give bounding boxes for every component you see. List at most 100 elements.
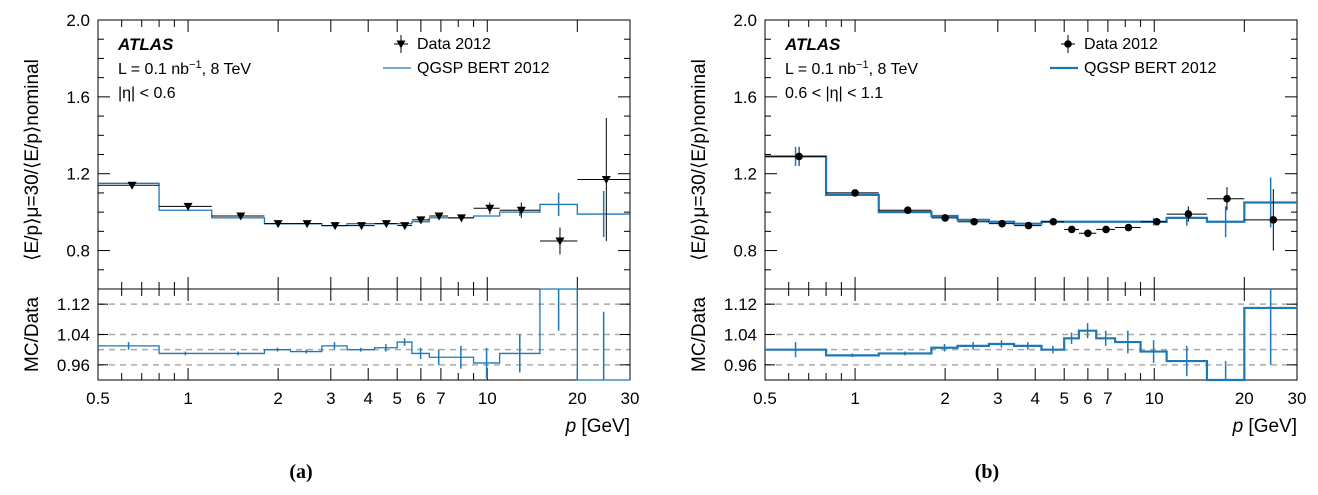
x-tick-label: 7	[1103, 389, 1112, 408]
data-point	[903, 206, 912, 215]
x-tick-label: 10	[1145, 389, 1164, 408]
data-point	[1084, 229, 1092, 238]
x-tick-label: 20	[568, 389, 587, 408]
lumi-value: L = 0.1 nb	[785, 61, 856, 78]
y-axis-label-top: ⟨E/p⟩μ=30/⟨E/p⟩nominal	[22, 59, 43, 261]
y-axis-label-top: ⟨E/p⟩μ=30/⟨E/p⟩nominal	[689, 59, 710, 261]
x-tick-label: 7	[436, 389, 445, 408]
y-tick-label-bottom: 1.04	[57, 326, 90, 345]
data-point	[485, 204, 495, 213]
data-point	[236, 212, 246, 221]
mc-histogram-line	[765, 155, 1297, 225]
x-axis-label: p [GeV]	[1232, 416, 1297, 437]
data-point	[1223, 194, 1231, 203]
lumi-label: L = 0.1 nb−1, 8 TeV	[785, 59, 918, 78]
atlas-label: ATLAS	[117, 35, 174, 54]
caption-b: (b)	[975, 461, 999, 483]
x-tick-label: 4	[1030, 389, 1039, 408]
panel-a: (a) 0.5 1 2 3 4 5 6 7 10 20 30 0.8 1.2 1.6 2.0 0.96 1.04…	[22, 11, 639, 483]
y-tick-label-bottom: 1.12	[57, 295, 90, 314]
y-tick-label-bottom: 1.12	[724, 295, 757, 314]
data-point	[795, 152, 803, 161]
y-tick-label-bottom: 0.96	[57, 356, 90, 375]
data-point	[302, 220, 312, 229]
data-point	[941, 214, 949, 222]
lumi-label: L = 0.1 nb−1, 8 TeV	[118, 59, 251, 78]
data-point	[127, 181, 137, 190]
lumi-exponent: −1	[856, 59, 869, 71]
x-tick-label: 3	[993, 389, 1002, 408]
x-tick-label: 2	[940, 389, 949, 408]
data-point	[1049, 217, 1058, 226]
x-axis-label: p [GeV]	[565, 416, 630, 437]
y-tick-label-top: 2.0	[733, 11, 757, 30]
data-point	[1153, 217, 1161, 226]
mc-histogram-line	[98, 182, 630, 227]
data-point	[516, 206, 526, 215]
lumi-value: L = 0.1 nb	[118, 61, 189, 78]
x-axis-label-var: p	[1232, 416, 1244, 437]
eta-region-label: 0.6 < |η| < 1.1	[785, 85, 883, 102]
x-tick-label: 5	[392, 389, 401, 408]
data-point	[970, 217, 978, 226]
x-tick-label: 10	[478, 389, 497, 408]
data-point	[434, 212, 444, 221]
data-point	[1184, 210, 1193, 218]
y-tick-label-top: 1.2	[66, 165, 90, 184]
data-point	[183, 202, 193, 211]
lumi-exponent: −1	[189, 59, 202, 71]
legend-mc-label: QGSP BERT 2012	[417, 60, 550, 77]
x-tick-label: 0.5	[753, 389, 777, 408]
data-point	[1102, 225, 1110, 234]
x-tick-label: 5	[1059, 389, 1068, 408]
x-tick-label: 3	[326, 389, 335, 408]
x-tick-label: 20	[1235, 389, 1254, 408]
data-point	[330, 222, 340, 231]
x-tick-label: 1	[183, 389, 192, 408]
x-tick-label: 6	[1083, 389, 1092, 408]
data-point	[555, 237, 565, 246]
x-tick-label: 6	[416, 389, 425, 408]
panel-b: (b) 0.5 1 2 3 4 5 6 7 10 20 30 0.8 1.2 1.6 2.0 0.96 1.04…	[689, 11, 1306, 483]
x-tick-label: 4	[363, 389, 372, 408]
y-tick-label-bottom: 0.96	[724, 356, 757, 375]
x-axis-label-unit: [GeV]	[1243, 416, 1297, 437]
y-tick-label-bottom: 1.04	[724, 326, 757, 345]
lumi-energy: , 8 TeV	[202, 61, 252, 78]
legend-mc-label: QGSP BERT 2012	[1084, 60, 1217, 77]
legend-data-label: Data 2012	[417, 36, 491, 53]
x-tick-label: 30	[621, 389, 640, 408]
data-point	[1024, 221, 1033, 230]
x-tick-label: 30	[1288, 389, 1307, 408]
y-axis-label-bottom: MC/Data	[689, 297, 710, 372]
data-point	[1067, 225, 1076, 234]
x-tick-label: 0.5	[86, 389, 110, 408]
data-point	[601, 175, 611, 184]
data-point	[400, 222, 410, 231]
x-axis-label-var: p	[565, 416, 577, 437]
data-point	[851, 189, 859, 197]
data-point	[416, 216, 426, 225]
y-tick-label-top: 0.8	[66, 242, 90, 261]
data-point	[381, 220, 391, 229]
caption-a: (a)	[289, 461, 312, 483]
x-tick-label: 2	[273, 389, 282, 408]
data-point	[1269, 216, 1278, 224]
x-tick-label: 1	[850, 389, 859, 408]
y-tick-label-top: 2.0	[66, 11, 90, 30]
y-tick-label-top: 1.6	[733, 88, 757, 107]
y-tick-label-top: 1.6	[66, 88, 90, 107]
y-tick-label-top: 1.2	[733, 165, 757, 184]
eta-region-label: |η| < 0.6	[118, 85, 176, 102]
data-point	[1124, 223, 1133, 232]
lumi-energy: , 8 TeV	[869, 61, 919, 78]
data-point	[456, 214, 466, 223]
data-point	[357, 222, 367, 231]
ratio-histogram-line	[98, 288, 630, 381]
atlas-label: ATLAS	[784, 35, 841, 54]
data-point	[998, 219, 1006, 228]
legend-data-label: Data 2012	[1084, 36, 1158, 53]
data-point	[273, 220, 283, 229]
x-axis-label-unit: [GeV]	[576, 416, 630, 437]
